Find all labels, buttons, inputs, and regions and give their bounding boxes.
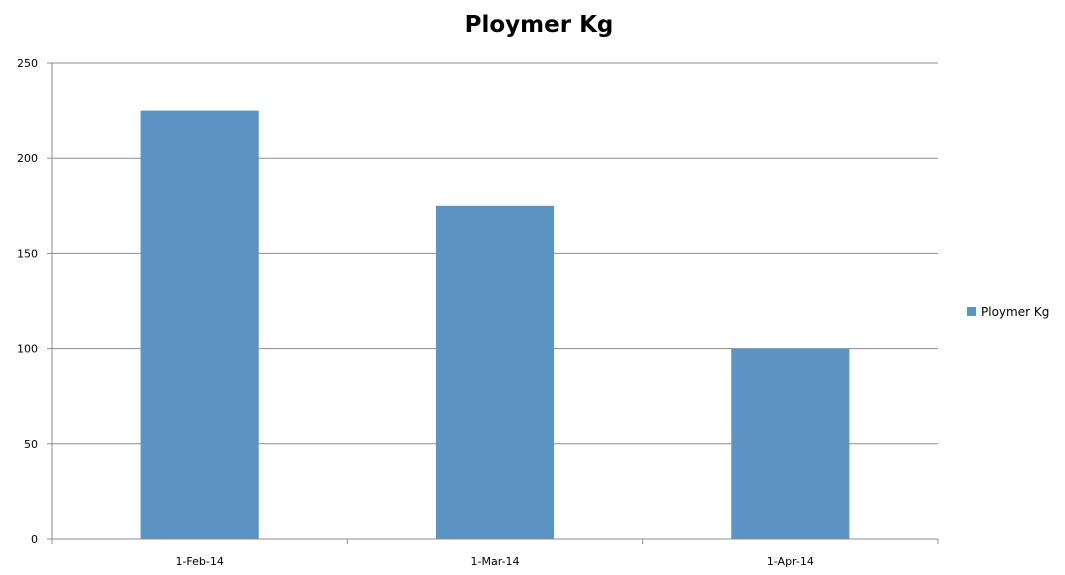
bar-1-Mar-14 xyxy=(435,205,555,540)
legend-swatch-ploymer-kg xyxy=(967,307,976,316)
x-tick-labels: 1-Feb-14 1-Mar-14 1-Apr-14 xyxy=(175,555,813,568)
axes xyxy=(51,63,939,544)
y-tick-label: 0 xyxy=(31,533,38,546)
y-tick-label: 250 xyxy=(17,57,38,70)
bar-1-Apr-14 xyxy=(731,348,850,539)
y-tick-label: 100 xyxy=(17,343,38,356)
chart-title: Ploymer Kg xyxy=(465,12,614,38)
x-tick-label: 1-Apr-14 xyxy=(767,555,814,568)
y-tick-labels: 0 50 100 150 200 250 xyxy=(17,57,38,546)
x-tick-label: 1-Mar-14 xyxy=(471,555,520,568)
y-tick-label: 200 xyxy=(17,152,38,165)
legend: Ploymer Kg xyxy=(967,305,1049,319)
x-tick-label: 1-Feb-14 xyxy=(175,555,223,568)
y-tick-label: 50 xyxy=(24,438,38,451)
y-tick-label: 150 xyxy=(17,247,38,260)
bar-1-Feb-14 xyxy=(140,110,259,539)
legend-label-ploymer-kg: Ploymer Kg xyxy=(981,305,1049,319)
bars xyxy=(140,110,850,540)
